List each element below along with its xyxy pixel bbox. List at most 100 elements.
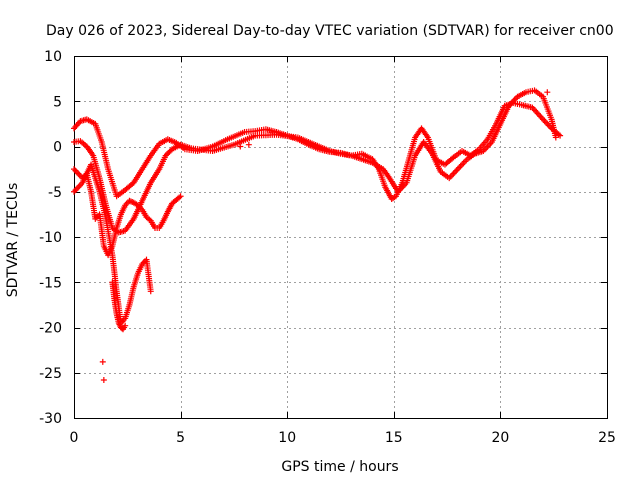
data-marker [449,155,456,162]
ticks-layer: 0 5 10 15 20 25 10 5 0 -5 -10 -15 -20 -25 -30 [39,49,616,446]
y-tick-label: 0 [53,140,62,156]
data-marker [150,223,157,230]
y-tick-label: 5 [53,94,62,110]
data-marker [527,104,534,111]
data-marker [239,129,246,136]
data-marker [538,114,545,121]
data-marker [161,154,168,161]
data-marker [314,142,321,149]
x-tick-label: 20 [491,430,509,446]
data-marker [117,213,124,220]
y-tick-label: -15 [39,275,62,291]
y-tick-label: -25 [39,366,62,382]
data-marker [176,194,183,201]
data-marker [109,249,115,256]
data-marker [166,148,173,155]
data-marker [367,159,374,166]
data-marker [115,318,122,325]
data-marker [134,272,141,279]
data-marker [292,134,299,141]
data-marker [159,219,166,226]
data-point [245,141,252,148]
data-marker [146,154,153,161]
data-marker [171,139,178,146]
y-tick-label: -10 [39,230,62,246]
data-marker [113,226,120,233]
data-marker [125,303,132,310]
data-marker [250,133,257,140]
y-tick-label: -30 [39,411,62,427]
data-marker [82,142,89,149]
data-marker [478,148,485,155]
data-marker [513,95,520,102]
data-marker [163,210,170,217]
data-marker [547,114,554,121]
data-marker [411,154,418,161]
grid-layer [74,56,607,418]
data-marker [483,137,490,144]
data-marker [102,200,109,207]
data-marker [538,92,545,99]
data-point [100,376,107,383]
data-marker [381,182,388,189]
points-layer [71,87,564,383]
data-marker [529,87,536,94]
data-marker [385,173,392,180]
data-marker [87,186,94,193]
x-tick-label: 5 [176,430,185,446]
data-marker [357,155,364,162]
data-marker [155,167,162,174]
data-marker [102,213,109,220]
data-marker [461,158,468,165]
data-marker [100,240,107,247]
x-tick-label: 15 [385,430,403,446]
data-marker [303,138,310,145]
data-marker [104,164,111,171]
data-marker [91,173,98,180]
data-marker [138,199,145,206]
data-marker [108,222,115,229]
data-marker [89,151,96,158]
data-marker [78,181,85,188]
data-marker [73,185,80,192]
chart-title: Day 026 of 2023, Sidereal Day-to-day VTE… [46,23,614,39]
data-marker [121,204,128,211]
data-marker [95,186,102,193]
data-marker [154,224,161,231]
x-tick-label: 0 [70,430,79,446]
data-marker [186,144,193,151]
data-marker [120,316,127,323]
data-marker [129,217,136,224]
data-marker [470,152,477,159]
data-marker [555,131,562,138]
data-marker [402,181,409,188]
data-marker [335,150,342,157]
y-axis-label: SDTVAR / TECUs [5,183,21,298]
data-marker [552,132,559,139]
data-marker [142,212,149,219]
data-marker [411,136,418,143]
data-point [237,143,244,150]
data-marker [505,104,512,111]
y-tick-label: -5 [48,185,62,201]
data-marker [405,159,412,166]
data-marker [427,149,434,156]
data-marker [147,286,154,293]
y-tick-label: 10 [44,49,62,65]
data-marker [496,122,503,129]
data-marker [228,142,235,149]
data-marker [138,167,145,174]
data-marker [325,147,332,154]
data-marker [423,132,430,139]
x-tick-label: 25 [598,430,616,446]
data-marker [98,136,105,143]
data-marker [73,169,80,176]
data-marker [487,140,494,147]
x-axis-label: GPS time / hours [281,459,398,475]
data-marker [146,216,153,223]
data-marker [453,167,460,174]
data-point [544,89,551,96]
data-marker [120,188,127,195]
